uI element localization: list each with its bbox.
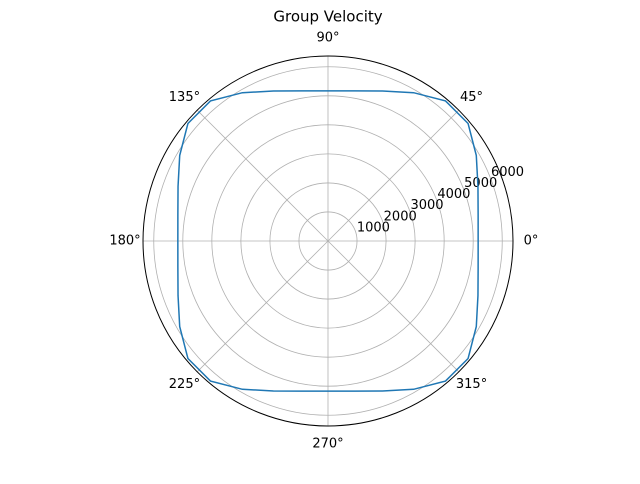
theta-tick-label: 270° bbox=[312, 437, 343, 452]
theta-tick-label: 225° bbox=[169, 377, 200, 392]
grid-spoke bbox=[327, 240, 460, 373]
r-tick-label: 4000 bbox=[437, 187, 470, 202]
grid-spoke bbox=[196, 240, 329, 373]
grid-spoke bbox=[196, 109, 329, 242]
r-tick-label: 5000 bbox=[464, 176, 497, 191]
theta-tick-label: 135° bbox=[169, 90, 200, 105]
theta-tick-label: 180° bbox=[109, 234, 140, 249]
grid-spoke bbox=[327, 109, 460, 242]
outer-frame bbox=[142, 55, 514, 427]
theta-tick-label: 315° bbox=[456, 377, 487, 392]
r-tick-label: 3000 bbox=[410, 198, 443, 213]
data-line bbox=[177, 90, 479, 392]
r-tick-label: 6000 bbox=[491, 165, 524, 180]
theta-tick-label: 90° bbox=[316, 31, 339, 46]
theta-tick-label: 45° bbox=[460, 90, 483, 105]
r-tick-label: 1000 bbox=[357, 220, 390, 235]
chart-title: Group Velocity bbox=[273, 8, 382, 26]
r-tick-label: 2000 bbox=[384, 209, 417, 224]
theta-tick-label: 0° bbox=[524, 234, 539, 249]
